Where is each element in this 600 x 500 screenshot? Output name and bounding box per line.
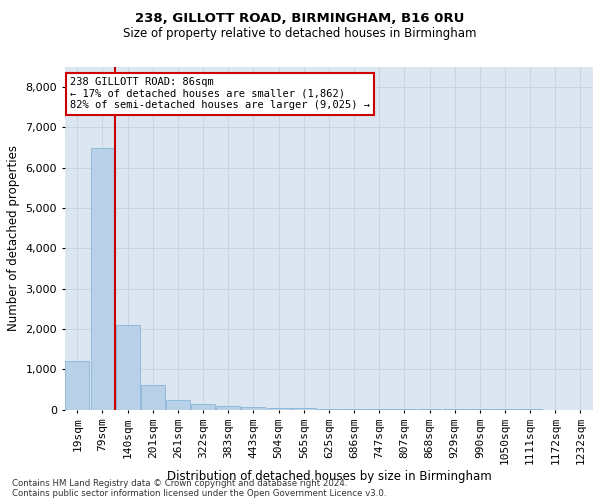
Bar [141,386,165,409]
Text: Contains HM Land Registry data © Crown copyright and database right 2024.: Contains HM Land Registry data © Crown c… [12,478,347,488]
Bar [241,407,265,410]
Bar [367,409,391,410]
Bar [91,148,115,410]
Text: 238 GILLOTT ROAD: 86sqm
← 17% of detached houses are smaller (1,862)
82% of semi: 238 GILLOTT ROAD: 86sqm ← 17% of detache… [70,77,370,110]
Text: 238, GILLOTT ROAD, BIRMINGHAM, B16 0RU: 238, GILLOTT ROAD, BIRMINGHAM, B16 0RU [136,12,464,26]
Bar [292,408,316,410]
Bar [266,408,290,410]
Bar [166,400,190,409]
Text: Size of property relative to detached houses in Birmingham: Size of property relative to detached ho… [123,28,477,40]
Y-axis label: Number of detached properties: Number of detached properties [7,146,20,332]
Bar [116,325,140,409]
Bar [217,406,240,409]
Bar [317,408,341,410]
X-axis label: Distribution of detached houses by size in Birmingham: Distribution of detached houses by size … [167,470,491,483]
Bar [392,409,416,410]
Bar [191,404,215,409]
Text: Contains public sector information licensed under the Open Government Licence v3: Contains public sector information licen… [12,488,386,498]
Bar [65,361,89,410]
Bar [342,409,366,410]
